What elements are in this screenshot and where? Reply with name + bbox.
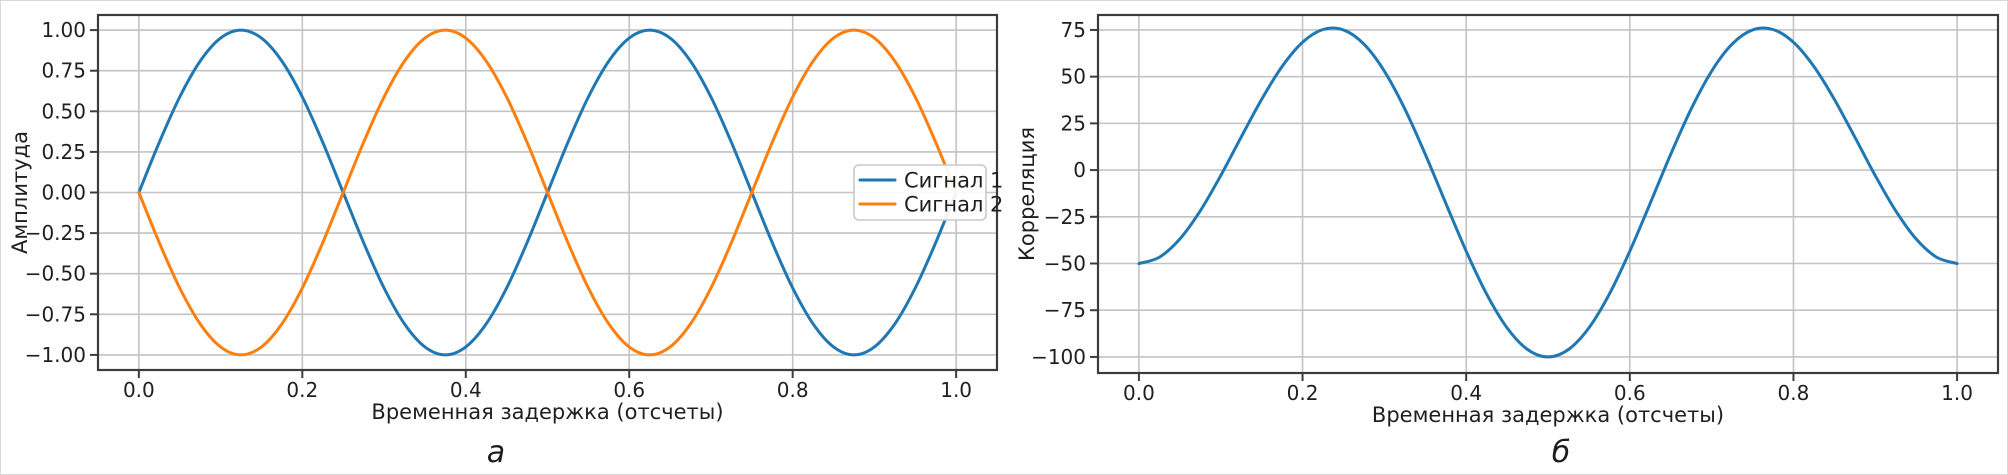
panel-b: 0.0 0.2 0.4 0.6 0.8 1.0 75 50 25 0 −25 −50 −75 −100 Вр… bbox=[1004, 0, 2008, 475]
grid bbox=[98, 15, 997, 370]
y-tick-label: 0 bbox=[1073, 158, 1086, 182]
signals-chart: 0.0 0.2 0.4 0.6 0.8 1.0 1.00 0.75 0.50 0.25 0.00 −0… bbox=[8, 13, 1003, 424]
x-tick-label: 0.0 bbox=[123, 378, 155, 402]
plot-border bbox=[1096, 13, 2000, 375]
y-axis-label: Корреляция bbox=[1015, 127, 1039, 261]
x-axis-label: Временная задержка (отсчеты) bbox=[1372, 403, 1724, 427]
y-axis-label: Амплитуда bbox=[8, 131, 32, 254]
x-tick-label: 0.6 bbox=[613, 378, 645, 402]
x-tick-label: 0.8 bbox=[777, 378, 809, 402]
correlation-chart: 0.0 0.2 0.4 0.6 0.8 1.0 75 50 25 0 −25 −50 −75 −100 Вр… bbox=[1015, 13, 2000, 427]
y-tick-label: −50 bbox=[1044, 252, 1086, 276]
tick-labels: 0.0 0.2 0.4 0.6 0.8 1.0 75 50 25 0 −25 −50 −75 −100 bbox=[1031, 18, 1973, 405]
x-tick-label: 0.2 bbox=[286, 378, 318, 402]
legend-label-signal1: Сигнал 1 bbox=[904, 168, 1003, 192]
x-tick-label: 0.8 bbox=[1778, 381, 1810, 405]
tick-labels: 0.0 0.2 0.4 0.6 0.8 1.0 1.00 0.75 0.50 0.25 0.00 −0… bbox=[25, 18, 972, 402]
y-tick-label: 0.75 bbox=[41, 59, 86, 83]
series-line-signal2 bbox=[137, 28, 958, 357]
series-line-correlation bbox=[1137, 26, 1959, 359]
x-tick-label: 0.0 bbox=[1123, 381, 1155, 405]
panel-b-caption: б bbox=[1551, 435, 1571, 470]
y-tick-label: 50 bbox=[1061, 65, 1086, 89]
panel-a-caption: а bbox=[486, 435, 506, 470]
grid bbox=[1098, 15, 1998, 373]
y-tick-label: −1.00 bbox=[25, 343, 86, 367]
ticks bbox=[90, 29, 958, 378]
y-tick-label: −0.25 bbox=[25, 221, 86, 245]
panel-a: 0.0 0.2 0.4 0.6 0.8 1.0 1.00 0.75 0.50 0.25 0.00 −0… bbox=[8, 13, 1003, 470]
y-tick-label: 0.25 bbox=[41, 140, 86, 164]
y-tick-label: 25 bbox=[1061, 111, 1086, 135]
x-tick-label: 0.4 bbox=[1450, 381, 1482, 405]
y-tick-label: 1.00 bbox=[41, 18, 86, 42]
x-tick-label: 0.4 bbox=[450, 378, 482, 402]
y-tick-label: −0.50 bbox=[25, 262, 86, 286]
x-tick-label: 1.0 bbox=[940, 378, 972, 402]
y-tick-label: 75 bbox=[1061, 18, 1086, 42]
ticks bbox=[1090, 28, 1959, 381]
x-tick-label: 0.6 bbox=[1614, 381, 1646, 405]
x-tick-label: 1.0 bbox=[1941, 381, 1973, 405]
x-axis-label: Временная задержка (отсчеты) bbox=[371, 400, 723, 424]
legend-label-signal2: Сигнал 2 bbox=[904, 192, 1003, 216]
x-tick-label: 0.2 bbox=[1287, 381, 1319, 405]
y-tick-label: −0.75 bbox=[25, 302, 86, 326]
y-tick-label: 0.00 bbox=[41, 181, 86, 205]
y-tick-label: −100 bbox=[1031, 345, 1086, 369]
y-tick-label: 0.50 bbox=[41, 99, 86, 123]
y-tick-label: −75 bbox=[1044, 298, 1086, 322]
y-tick-label: −25 bbox=[1044, 205, 1086, 229]
